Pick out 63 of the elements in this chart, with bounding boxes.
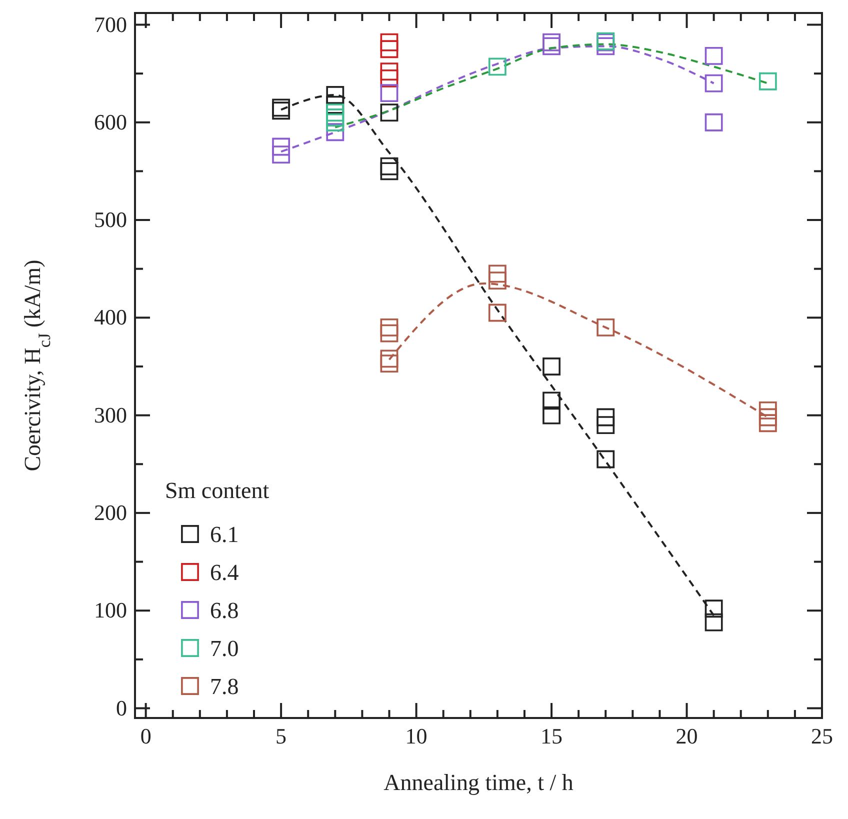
point	[488, 58, 506, 76]
legend-label: 6.8	[210, 598, 239, 623]
x-tick-label: 15	[540, 724, 563, 749]
point	[326, 108, 344, 126]
point	[542, 33, 560, 52]
point	[272, 98, 290, 117]
point	[758, 414, 777, 432]
point	[380, 104, 398, 122]
point	[542, 37, 560, 56]
legend-label: 6.4	[210, 560, 240, 585]
point	[542, 358, 560, 376]
point	[542, 406, 560, 424]
point	[272, 102, 290, 120]
y-tick-label: 700	[94, 12, 127, 37]
point	[596, 318, 615, 336]
x-tick-label: 25	[811, 724, 833, 749]
point	[758, 408, 777, 426]
point	[596, 416, 615, 434]
point	[596, 408, 615, 426]
x-tick-label: 5	[276, 724, 287, 749]
x-tick-label: 10	[405, 724, 428, 749]
x-axis-title: Annealing time, t / h	[384, 770, 574, 795]
legend-label: 7.0	[210, 636, 239, 661]
y-tick-label: 0	[116, 695, 127, 720]
point	[704, 47, 723, 65]
point	[326, 104, 344, 122]
point	[380, 157, 398, 176]
y-tick-label: 600	[94, 109, 127, 134]
point	[380, 69, 398, 88]
point	[704, 113, 723, 132]
legend-label: 7.8	[210, 674, 239, 699]
y-tick-label: 500	[94, 207, 127, 232]
point	[380, 40, 398, 58]
point	[380, 354, 398, 373]
point	[758, 401, 777, 420]
point	[596, 450, 615, 468]
point	[380, 318, 398, 336]
point	[380, 162, 398, 180]
point	[704, 600, 723, 618]
y-tick-label: 100	[94, 598, 127, 623]
legend-title: Sm content	[165, 478, 270, 503]
point	[326, 86, 344, 104]
point	[380, 324, 398, 342]
x-tick-label: 0	[140, 724, 152, 749]
point	[380, 33, 398, 52]
point	[542, 392, 560, 410]
y-tick-label: 300	[94, 402, 127, 428]
point	[380, 350, 398, 368]
point	[758, 72, 777, 90]
point	[488, 272, 506, 290]
point	[272, 138, 290, 156]
point	[488, 304, 506, 322]
x-tick-label: 20	[676, 724, 698, 749]
point	[380, 62, 398, 81]
point	[488, 264, 506, 283]
legend-label: 6.1	[210, 522, 239, 547]
point	[380, 84, 398, 102]
y-tick-label: 200	[94, 500, 127, 525]
point	[326, 113, 344, 132]
point	[704, 74, 723, 92]
point	[272, 146, 290, 164]
y-tick-label: 400	[94, 304, 127, 330]
point	[704, 613, 723, 632]
